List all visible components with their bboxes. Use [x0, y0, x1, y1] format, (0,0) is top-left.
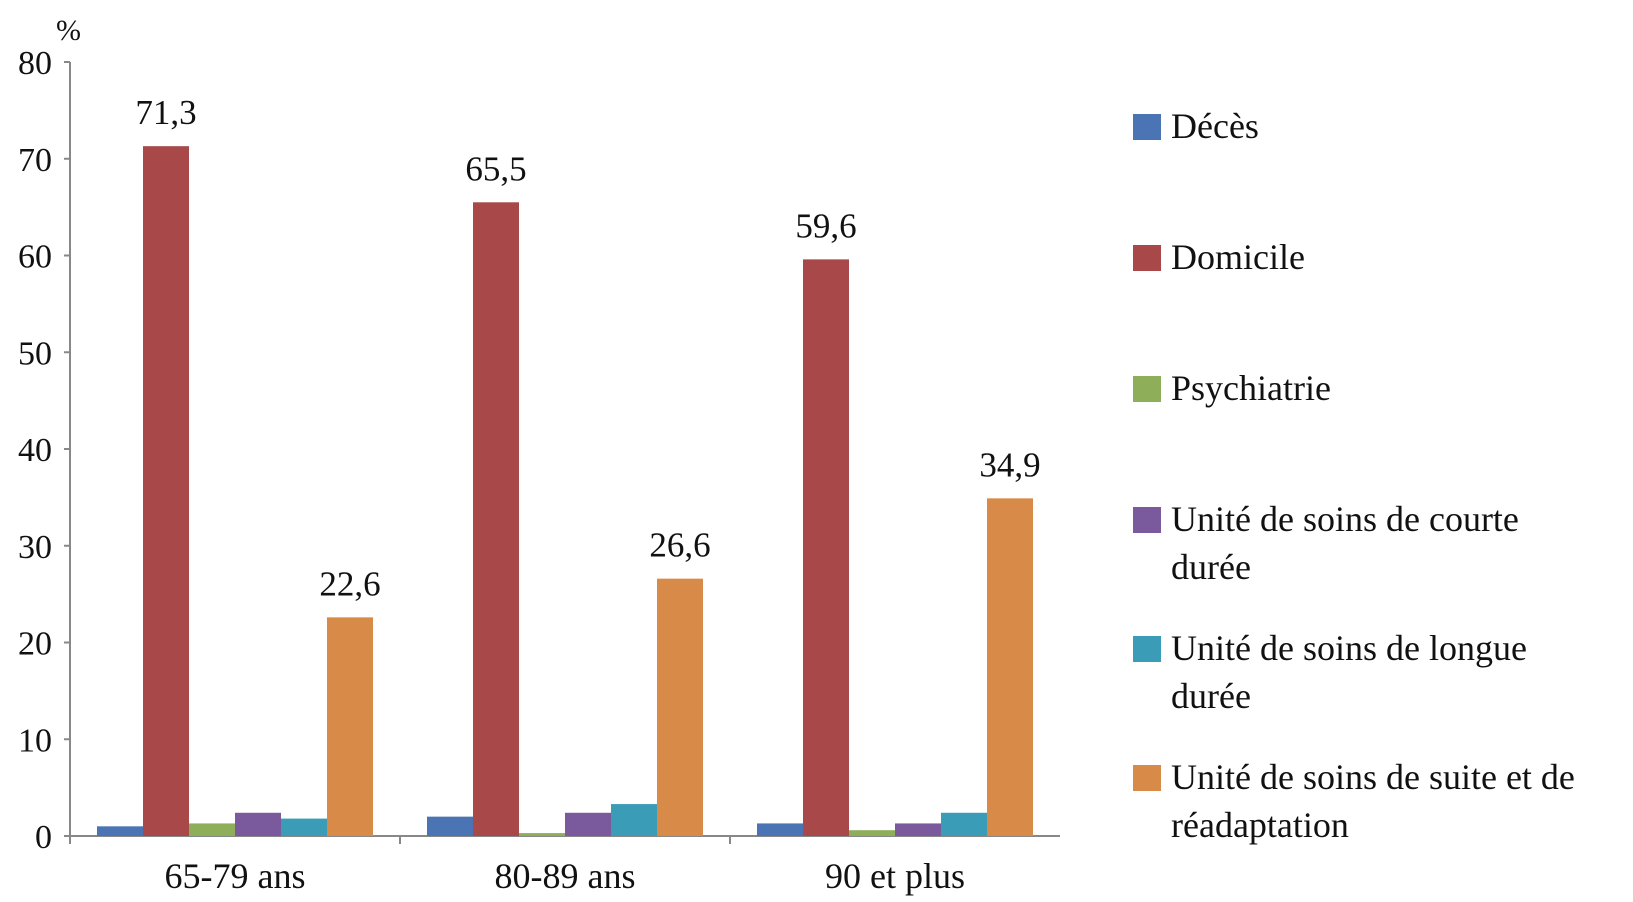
legend-label: Unité de soins de courte — [1171, 499, 1519, 539]
y-unit-label: % — [56, 14, 81, 47]
data-label: 34,9 — [979, 445, 1040, 484]
legend-item: Décès — [1133, 106, 1259, 146]
legend-swatch — [1133, 376, 1161, 402]
data-label: 71,3 — [135, 93, 196, 132]
legend-label: Unité de soins de suite et de — [1171, 757, 1575, 797]
legend-item: Psychiatrie — [1133, 368, 1331, 408]
data-label: 59,6 — [795, 206, 856, 245]
y-tick-label: 10 — [18, 722, 52, 759]
y-tick-label: 80 — [18, 45, 52, 82]
legend-label: durée — [1171, 547, 1251, 587]
legend-swatch — [1133, 507, 1161, 533]
bar-1-4 — [611, 804, 657, 836]
data-label: 26,6 — [649, 526, 710, 565]
y-axis: 0 10 20 30 40 50 60 70 80% — [18, 14, 81, 856]
bar-1-0 — [427, 816, 473, 836]
legend-label: réadaptation — [1171, 805, 1349, 845]
y-tick-label: 60 — [18, 239, 52, 276]
bar-0-5 — [327, 617, 373, 836]
bar-1-2 — [519, 833, 565, 836]
legend-label: Domicile — [1171, 237, 1305, 277]
bar-2-2 — [849, 830, 895, 836]
legend-item: Domicile — [1133, 237, 1305, 277]
y-tick-label: 40 — [18, 432, 52, 469]
bar-1-5 — [657, 578, 703, 836]
bar-1-3 — [565, 812, 611, 836]
legend-swatch — [1133, 245, 1161, 271]
legend-swatch — [1133, 636, 1161, 662]
bar-0-4 — [281, 818, 327, 836]
legend-label: Psychiatrie — [1171, 368, 1331, 408]
y-tick-label: 30 — [18, 529, 52, 566]
legend-label: durée — [1171, 676, 1251, 716]
x-axis: 65-79 ans 80-89 ans 90 et plus — [69, 835, 1060, 896]
bar-0-0 — [97, 826, 143, 836]
data-label: 65,5 — [465, 149, 526, 188]
legend-item: Unité de soins de longue durée — [1133, 628, 1527, 716]
y-tick-label: 50 — [18, 335, 52, 372]
data-label: 22,6 — [319, 564, 380, 603]
y-tick-label: 70 — [18, 142, 52, 179]
y-tick-label: 0 — [35, 819, 52, 856]
legend-swatch — [1133, 114, 1161, 140]
legend-item: Unité de soins de suite et de réadaptatio… — [1133, 757, 1575, 845]
data-labels: 71,3 65,5 59,6 22,6 26,6 34,9 — [135, 93, 1040, 603]
bar-0-3 — [235, 812, 281, 836]
legend: Décès Domicile Psychiatrie Unité de soins d… — [1133, 106, 1575, 845]
bar-2-0 — [757, 823, 803, 836]
bar-2-5 — [987, 498, 1033, 836]
x-tick-label: 65-79 ans — [165, 856, 306, 896]
bar-0-1 — [143, 146, 189, 837]
legend-item: Unité de soins de courte durée — [1133, 499, 1519, 587]
legend-label: Unité de soins de longue — [1171, 628, 1527, 668]
x-tick-label: 90 et plus — [825, 856, 965, 896]
legend-label: Décès — [1171, 106, 1259, 146]
x-tick-label: 80-89 ans — [495, 856, 636, 896]
y-tick-label: 20 — [18, 626, 52, 663]
bar-0-2 — [189, 823, 235, 836]
bar-2-3 — [895, 823, 941, 836]
bars — [97, 146, 1033, 837]
bar-1-1 — [473, 202, 519, 837]
bar-2-1 — [803, 259, 849, 836]
legend-swatch — [1133, 765, 1161, 791]
bar-2-4 — [941, 812, 987, 836]
